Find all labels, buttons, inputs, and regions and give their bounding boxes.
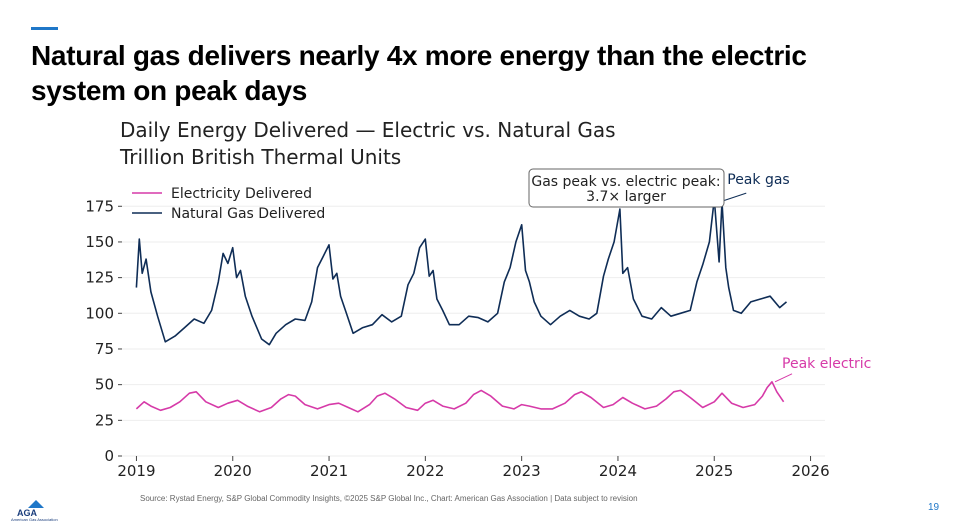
grid-lines: [122, 205, 825, 457]
logo-subtext: American Gas Association: [11, 517, 58, 522]
peak-electric-arrow: [774, 373, 793, 383]
y-tick-label: 125: [85, 269, 114, 287]
y-tick-label: 25: [95, 411, 114, 429]
slide-title-line2: system on peak days: [31, 75, 307, 106]
ratio-callout-line2: 3.7× larger: [586, 189, 666, 205]
logo-text: AGA: [17, 508, 37, 518]
y-tick-label: 100: [85, 304, 114, 322]
y-tick-label: 175: [85, 197, 114, 215]
series-line-electricity: [135, 381, 785, 413]
ratio-callout-box: [528, 168, 725, 208]
y-tick-label: 50: [95, 376, 114, 394]
x-tick-label: 2023: [503, 462, 541, 480]
y-tick-label: 0: [104, 447, 114, 465]
ratio-callout-line1: Gas peak vs. electric peak:: [531, 174, 720, 190]
title-accent-bar: [31, 27, 58, 30]
peak-electric-label: Peak electric: [782, 356, 871, 372]
slide-title: Natural gas delivers nearly 4x more ener…: [31, 38, 911, 108]
slide-title-line1: Natural gas delivers nearly 4x more ener…: [31, 40, 807, 71]
x-tick-label: 2020: [214, 462, 252, 480]
y-tick-label: 75: [95, 340, 114, 358]
x-tick-label: 2022: [406, 462, 444, 480]
series-line-natural-gas: [135, 198, 788, 346]
x-tick-label: 2024: [599, 462, 637, 480]
peak-gas-label: Peak gas: [727, 172, 789, 188]
x-tick-label: 2025: [695, 462, 733, 480]
page-number: 19: [928, 502, 940, 513]
annotations: Peak gas Peak electric Gas peak vs. electr…: [528, 168, 871, 383]
aga-logo: [28, 500, 44, 508]
source-note: Source: Rystad Energy, S&P Global Commod…: [140, 494, 638, 503]
series-layer: [135, 198, 788, 413]
x-tick-label: 2019: [117, 462, 155, 480]
axes: 0 25 50 75 100 125 150 175 2019 2020 2021 2022 2023 2…: [85, 197, 829, 480]
x-tick-label: 2021: [310, 462, 348, 480]
legend-label: Natural Gas Delivered: [171, 206, 325, 222]
x-tick-label: 2026: [791, 462, 829, 480]
legend-label: Electricity Delivered: [171, 186, 312, 202]
chart-subtitle: Trillion British Thermal Units: [119, 145, 401, 169]
legend: Electricity Delivered Natural Gas Deliver…: [132, 186, 325, 222]
chart-title: Daily Energy Delivered — Electric vs. Na…: [120, 118, 616, 142]
y-tick-label: 150: [85, 233, 114, 251]
